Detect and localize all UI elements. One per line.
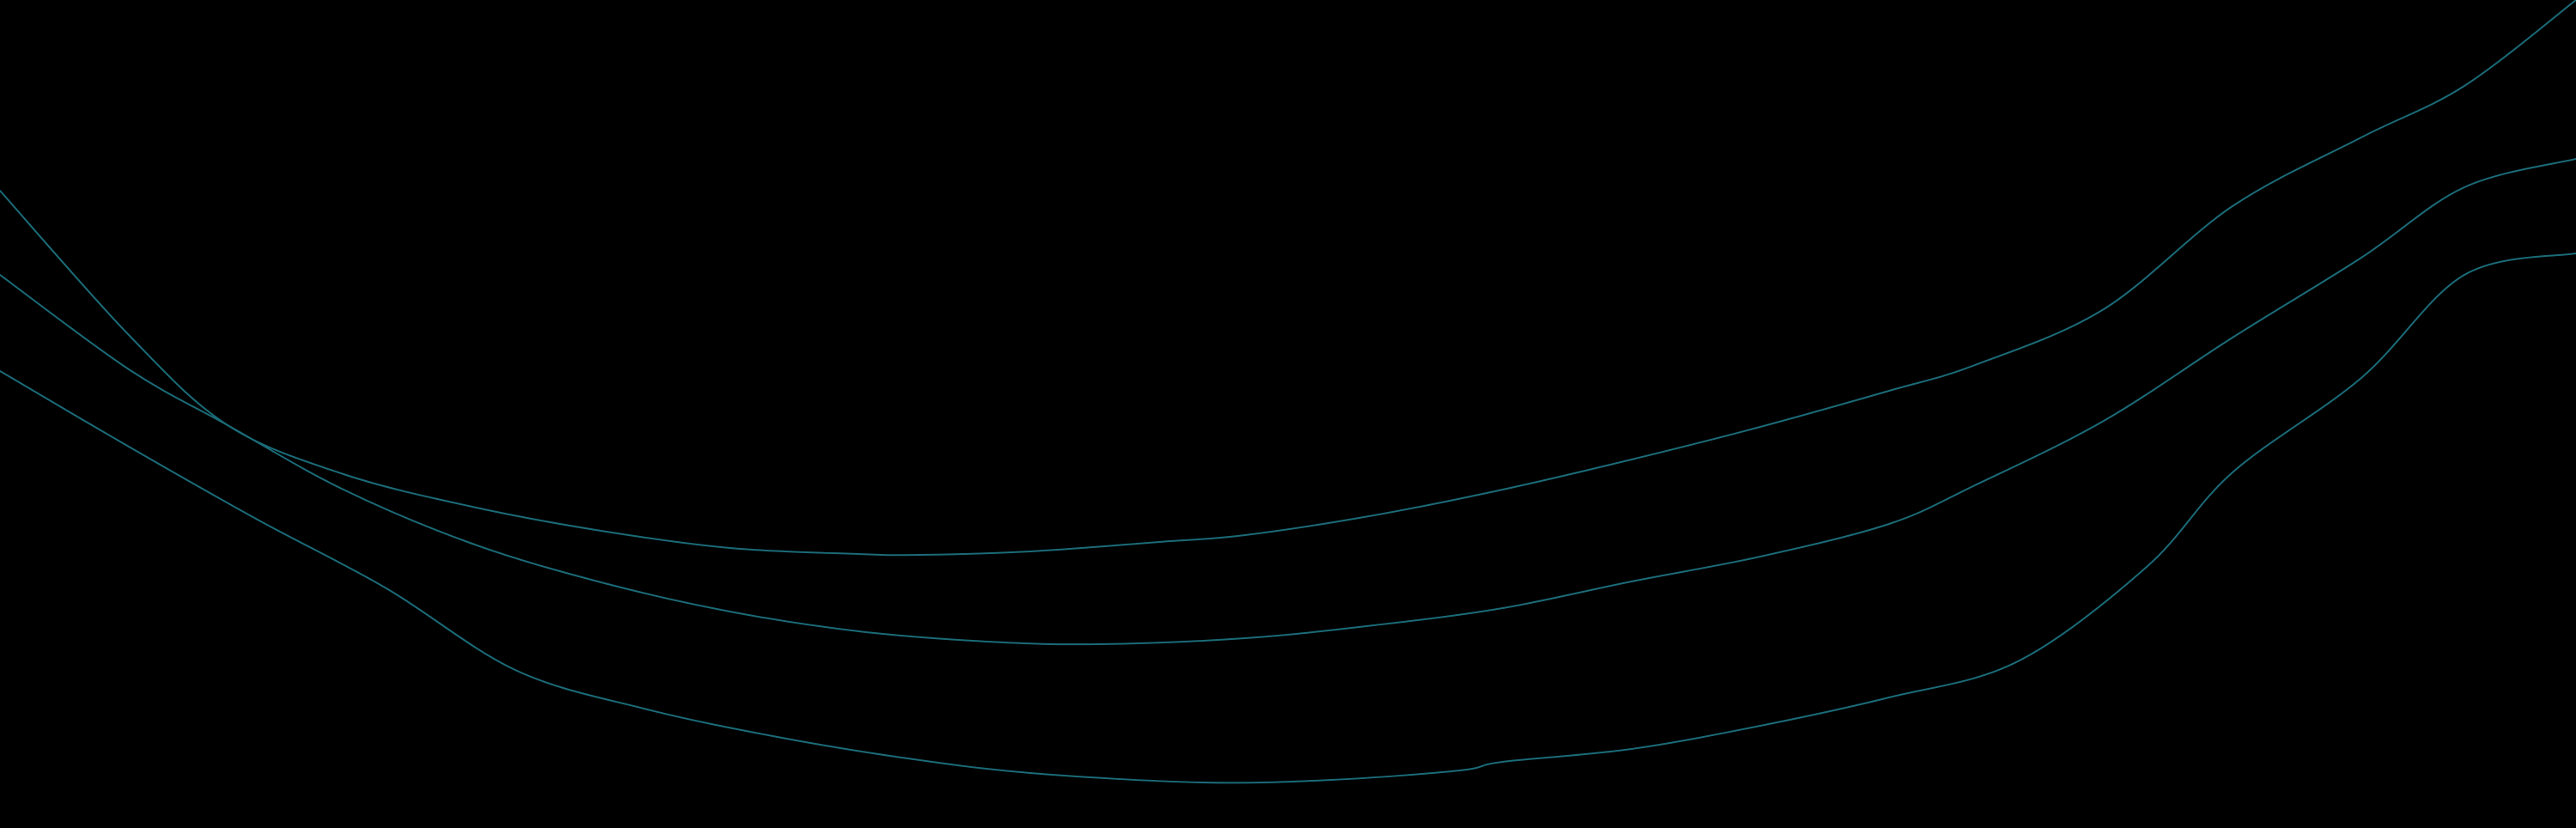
curve-line-2 <box>0 158 2576 646</box>
curve-line-1 <box>0 0 2576 557</box>
series-group <box>0 0 2576 784</box>
curve-line-3 <box>0 253 2576 784</box>
